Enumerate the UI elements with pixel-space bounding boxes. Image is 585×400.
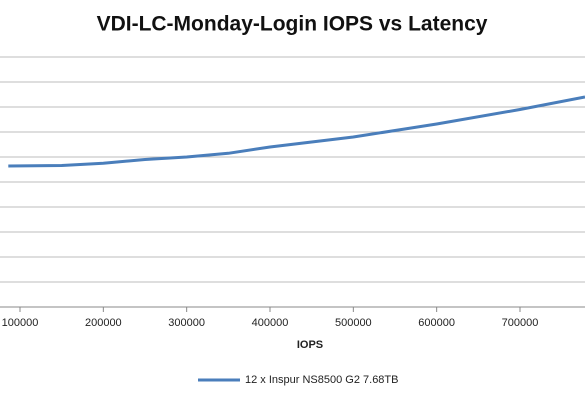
x-tick-label: 200000 bbox=[85, 317, 122, 329]
x-tick-label: 100000 bbox=[2, 317, 39, 329]
chart-title: VDI-LC-Monday-Login IOPS vs Latency bbox=[97, 13, 488, 36]
x-tick-label: 300000 bbox=[168, 317, 205, 329]
x-axis-label: IOPS bbox=[297, 339, 323, 351]
x-tick-label: 500000 bbox=[335, 317, 372, 329]
x-tick-label: 600000 bbox=[418, 317, 455, 329]
x-tick-label: 700000 bbox=[502, 317, 539, 329]
series-line bbox=[8, 95, 585, 168]
legend-label: 12 x Inspur NS8500 G2 7.68TB bbox=[245, 374, 398, 386]
x-tick-label: 400000 bbox=[252, 317, 289, 329]
